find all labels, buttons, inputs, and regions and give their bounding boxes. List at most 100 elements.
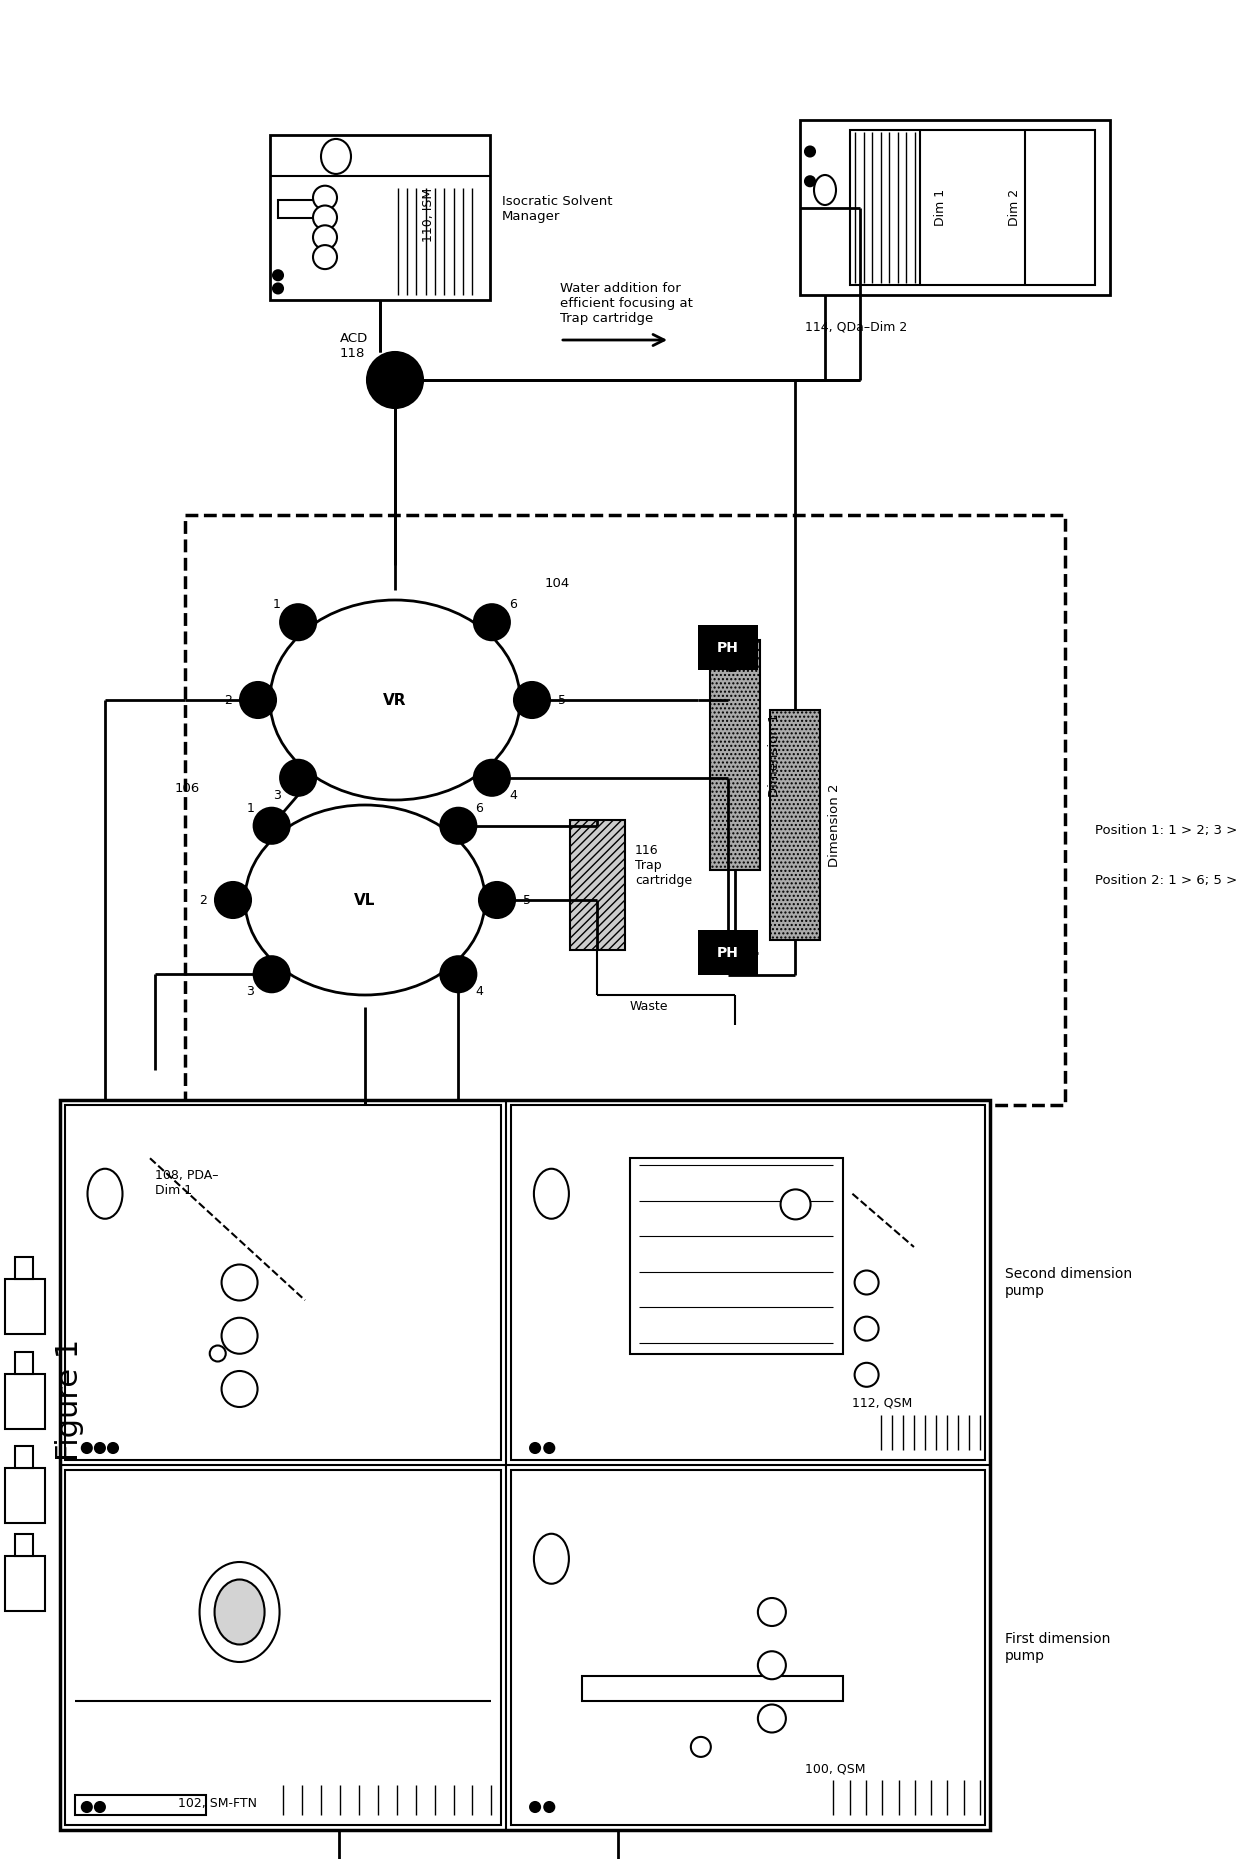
Text: 1: 1 [247,801,254,814]
Circle shape [529,1443,541,1454]
Bar [849,130,1095,284]
Text: 102, SM-FTN: 102, SM-FTN [179,1798,257,1811]
Text: 100, QSM: 100, QSM [805,1762,866,1775]
Bar [570,820,625,950]
Text: 1: 1 [273,599,280,612]
Bar [5,1469,45,1523]
Text: 114, QDa–Dim 2: 114, QDa–Dim 2 [805,320,908,333]
Ellipse shape [813,175,836,204]
Circle shape [691,1736,711,1757]
Circle shape [440,956,476,993]
Circle shape [312,206,337,229]
Circle shape [758,1599,786,1627]
Text: Dim 1: Dim 1 [934,190,946,227]
Text: 116
Trap
cartridge: 116 Trap cartridge [635,844,692,887]
Text: 6: 6 [476,801,484,814]
Bar [278,199,317,218]
Bar [15,1446,33,1469]
Bar [185,515,1065,1104]
Bar [74,1796,206,1814]
Ellipse shape [321,139,351,175]
Circle shape [758,1651,786,1679]
Text: Dimension 2: Dimension 2 [828,783,841,866]
Circle shape [82,1443,92,1454]
Text: Position 2: 1 > 6; 5 > 4; 3 > 2: Position 2: 1 > 6; 5 > 4; 3 > 2 [1095,874,1240,887]
Bar [60,1101,990,1829]
Ellipse shape [534,1169,569,1220]
Circle shape [312,225,337,249]
Circle shape [108,1443,118,1454]
Circle shape [474,604,510,639]
Circle shape [280,604,316,639]
Text: 4: 4 [510,788,517,801]
Text: 5: 5 [558,693,565,706]
Bar [583,1675,843,1701]
Bar [5,1556,45,1612]
Circle shape [758,1705,786,1733]
Text: Second dimension
pump: Second dimension pump [1004,1268,1132,1298]
Text: 108, PDA–
Dim 1: 108, PDA– Dim 1 [155,1169,218,1197]
Circle shape [854,1363,879,1387]
Circle shape [854,1270,879,1294]
Circle shape [479,881,515,918]
Text: 3: 3 [273,788,280,801]
Text: 110, ISM: 110, ISM [422,188,435,242]
Text: Water addition for
efficient focusing at
Trap cartridge: Water addition for efficient focusing at… [560,283,693,325]
Circle shape [254,809,290,844]
Text: VR: VR [383,693,407,708]
Circle shape [222,1318,258,1353]
Bar [511,1470,985,1826]
Ellipse shape [88,1169,123,1220]
Bar [15,1534,33,1556]
Circle shape [367,351,423,407]
Text: ACD
118: ACD 118 [340,333,368,361]
Bar [698,625,758,669]
Bar [770,710,820,941]
Text: Isocratic Solvent
Manager: Isocratic Solvent Manager [502,195,613,223]
Bar [15,1257,33,1279]
Circle shape [215,881,250,918]
Circle shape [440,809,476,844]
Circle shape [474,760,510,796]
Circle shape [805,147,815,156]
Circle shape [210,1346,226,1361]
Ellipse shape [200,1562,279,1662]
Circle shape [544,1801,554,1813]
Circle shape [273,270,283,281]
Text: Position 1: 1 > 2; 3 > 4; 5 > 6: Position 1: 1 > 2; 3 > 4; 5 > 6 [1095,824,1240,837]
Circle shape [222,1264,258,1301]
Circle shape [515,682,551,718]
Ellipse shape [270,600,520,799]
Bar [711,639,760,870]
Text: 6: 6 [510,599,517,612]
Bar [630,1158,843,1353]
Bar [5,1279,45,1333]
Circle shape [222,1370,258,1407]
Text: PH: PH [717,641,739,654]
Circle shape [780,1190,811,1220]
Bar [15,1351,33,1374]
Circle shape [241,682,277,718]
Circle shape [273,283,283,294]
Circle shape [280,760,316,796]
Text: Waste: Waste [630,1000,668,1013]
Text: 5: 5 [523,894,531,907]
Text: Dim 2: Dim 2 [1008,190,1022,227]
Circle shape [805,177,815,186]
Text: 4: 4 [476,985,484,998]
Text: 112, QSM: 112, QSM [852,1396,913,1409]
Bar [511,1104,985,1459]
Ellipse shape [215,1580,264,1645]
Bar [5,1374,45,1428]
Bar [64,1104,501,1459]
Text: 3: 3 [247,985,254,998]
Circle shape [529,1801,541,1813]
Text: 104: 104 [546,576,570,589]
Circle shape [312,245,337,270]
Text: 2: 2 [200,894,207,907]
Text: Figure 1: Figure 1 [55,1338,84,1461]
Bar [800,121,1110,296]
Circle shape [95,1443,105,1454]
Circle shape [544,1443,554,1454]
Circle shape [854,1316,879,1340]
